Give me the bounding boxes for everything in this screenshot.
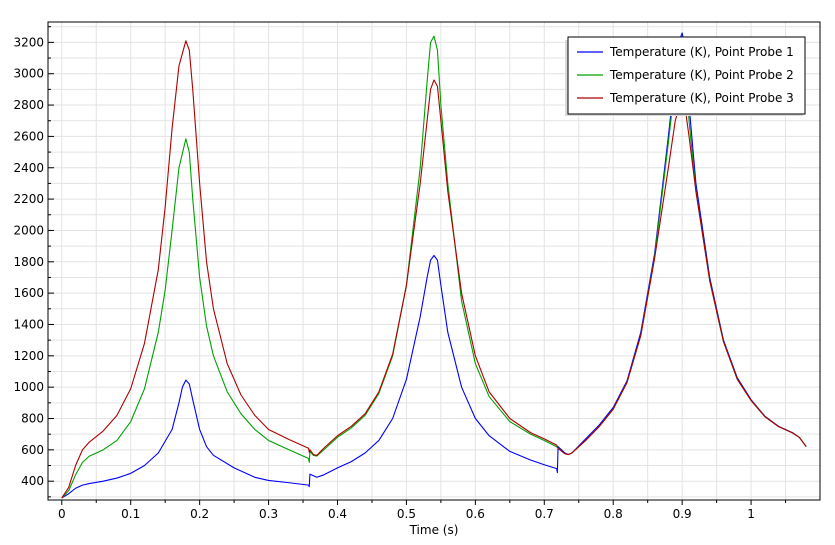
y-tick-label: 1400 — [13, 317, 44, 331]
x-tick-label: 0.3 — [259, 507, 278, 521]
y-tick-label: 800 — [21, 412, 44, 426]
y-tick-label: 1800 — [13, 255, 44, 269]
x-axis-label: Time (s) — [409, 523, 459, 537]
x-tick-label: 0.7 — [535, 507, 554, 521]
x-axis-ticks: 0 0.1 0.2 0.3 0.4 0.5 0.6 0.7 0.8 0.9 1 — [58, 500, 787, 521]
y-tick-label: 3200 — [13, 35, 44, 49]
y-tick-label: 2000 — [13, 223, 44, 237]
y-axis-ticks: 400 600 800 1000 1200 1400 1600 1800 2000 2200 240… — [13, 26, 54, 498]
x-tick-label: 0.2 — [190, 507, 209, 521]
x-tick-label: 0.4 — [328, 507, 347, 521]
y-tick-label: 1200 — [13, 349, 44, 363]
y-tick-label: 2400 — [13, 161, 44, 175]
y-tick-label: 3000 — [13, 67, 44, 81]
y-tick-label: 1600 — [13, 286, 44, 300]
y-tick-label: 2200 — [13, 192, 44, 206]
x-tick-label: 0.9 — [673, 507, 692, 521]
y-tick-label: 600 — [21, 443, 44, 457]
x-tick-label: 0.8 — [604, 507, 623, 521]
legend-items: Temperature (K), Point Probe 1 Temperatur… — [577, 45, 794, 105]
y-tick-label: 2800 — [13, 98, 44, 112]
x-tick-label: 0.1 — [121, 507, 140, 521]
plot-frame — [47, 21, 821, 501]
x-tick-label: 0 — [58, 507, 66, 521]
x-tick-label: 0.5 — [397, 507, 416, 521]
legend: Temperature (K), Point Probe 1 Temperatur… — [565, 36, 806, 116]
legend-box — [567, 36, 806, 115]
legend-label-probe-3: Temperature (K), Point Probe 3 — [609, 91, 794, 105]
legend-label-probe-2: Temperature (K), Point Probe 2 — [609, 68, 794, 82]
y-tick-label: 1000 — [13, 380, 44, 394]
y-tick-label: 2600 — [13, 129, 44, 143]
legend-label-probe-1: Temperature (K), Point Probe 1 — [609, 45, 794, 59]
x-tick-label: 0.6 — [466, 507, 485, 521]
y-tick-label: 400 — [21, 474, 44, 488]
x-tick-label: 1 — [747, 507, 755, 521]
